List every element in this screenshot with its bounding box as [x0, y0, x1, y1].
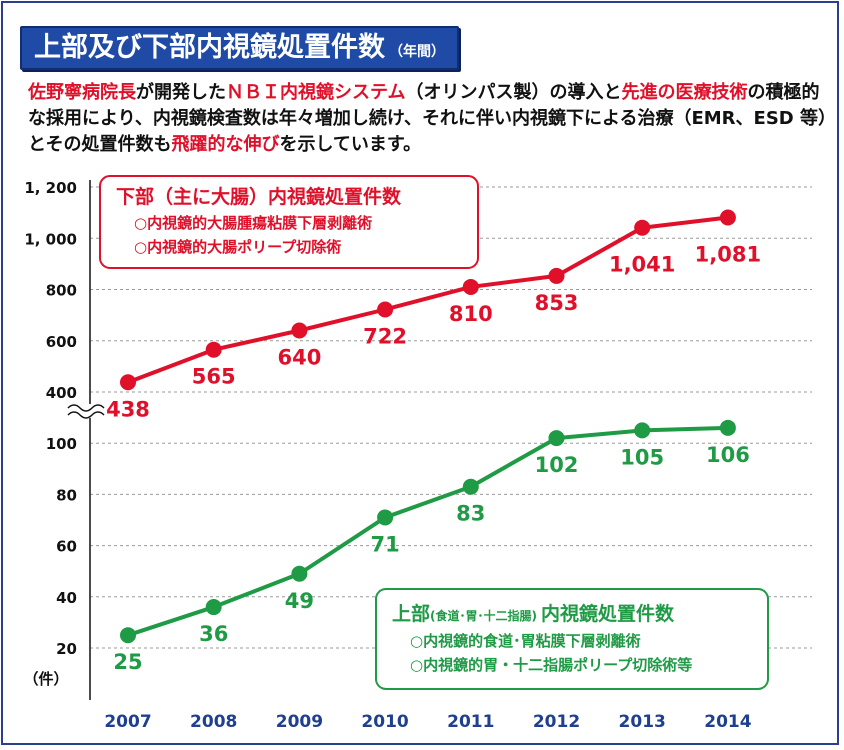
data-point-upper [205, 599, 222, 616]
y-tick-label: 400 [46, 384, 77, 402]
data-point-lower [120, 374, 136, 391]
y-tick-label: 60 [56, 538, 77, 556]
series-layer: 438 565 640 722 810 853 1,041 1,081 25 36 49 71 83 10… [106, 209, 761, 674]
data-label-lower: 438 [106, 397, 150, 421]
y-tick-label: 1, 000 [24, 230, 77, 248]
y-tick-label: 100 [46, 435, 77, 453]
intro-segment: （オリンパス製）の導入と [405, 82, 622, 103]
intro-segment: の積極的な採用により、内視鏡検査数は年々増加し続け、それに伴い内視鏡下による治療… [28, 82, 828, 155]
data-point-upper [120, 627, 136, 644]
legend-upper-title-note: (食道･胃･十二指腸) [430, 608, 537, 623]
data-label-lower: 722 [363, 324, 407, 348]
legend-upper-item: ○内視鏡的胃・十二指腸ポリープ切除術等 [410, 656, 692, 674]
data-point-lower [291, 322, 308, 339]
data-label-upper: 106 [706, 443, 750, 467]
x-tick-label: 2012 [533, 712, 580, 732]
legend-lower-box [99, 175, 479, 269]
data-label-lower: 810 [449, 302, 493, 326]
axis-break-mark [67, 411, 105, 419]
legend-upper-title: 上部(食道･胃･十二指腸) 内視鏡処置件数 [392, 602, 675, 625]
data-point-lower [548, 267, 565, 284]
data-label-upper: 36 [199, 622, 228, 646]
data-label-upper: 105 [620, 445, 664, 469]
y-tick-label: 80 [56, 486, 77, 504]
data-label-upper: 25 [113, 650, 142, 674]
data-point-upper [462, 478, 479, 495]
legend-upper-item: ○内視鏡的食道･胃粘膜下層剥離術 [410, 632, 641, 650]
intro-segment: ＮＢＩ内視鏡システム [226, 82, 406, 103]
legend-upper-title-tail: 内視鏡処置件数 [541, 602, 675, 625]
data-point-upper [291, 565, 308, 582]
intro-segment: 先進の医療技術 [621, 82, 748, 103]
legend-upper-title-main: 上部 [392, 602, 430, 625]
y-tick-label: 1, 200 [24, 179, 77, 197]
data-point-lower [462, 278, 479, 295]
y-tick-label: 600 [46, 333, 77, 351]
series-line-upper [127, 425, 728, 638]
intro-segment: 佐野寧病院長 [28, 82, 136, 103]
data-label-lower: 1,041 [609, 253, 675, 277]
y-tick-label: 40 [56, 589, 77, 607]
x-tick-label: 2011 [447, 712, 494, 732]
data-label-lower: 565 [192, 365, 236, 389]
x-tick-label: 2014 [704, 712, 751, 732]
data-label-upper: 83 [456, 502, 485, 526]
data-point-upper [719, 419, 736, 436]
data-label-lower: 853 [535, 291, 579, 315]
chart-title: 上部及び下部内視鏡処置件数 [34, 32, 385, 63]
chart-title-suffix: （年間） [389, 44, 445, 60]
data-point-lower [377, 301, 394, 318]
y-tick-label: 800 [46, 282, 77, 300]
data-label-lower: 640 [277, 346, 321, 370]
data-point-upper [377, 509, 394, 526]
series-line-lower [127, 215, 729, 385]
y-tick-label: 20 [56, 640, 77, 658]
x-tick-label: 2013 [619, 712, 666, 732]
data-label-upper: 49 [285, 589, 314, 613]
x-tick-label: 2007 [104, 712, 151, 732]
x-tick-label: 2008 [190, 712, 237, 732]
data-point-upper [548, 430, 565, 447]
legend-lower-title: 下部（主に大腸）内視鏡処置件数 [116, 185, 402, 208]
axis-break-mark [67, 404, 105, 412]
data-point-upper [634, 422, 651, 439]
intro-segment: を示しています。 [279, 134, 422, 155]
title-banner: 上部及び下部内視鏡処置件数 （年間） [20, 26, 459, 70]
y-axis: 1, 200 1, 000 800 600 400 100 80 60 40 20 （件） [23, 179, 105, 700]
data-point-lower [205, 341, 222, 358]
data-point-lower [719, 209, 736, 226]
legend-lower-item: ○内視鏡的大腸腫瘍粘膜下層剥離術 [134, 214, 372, 232]
data-label-upper: 71 [370, 532, 399, 556]
intro-segment: 飛躍的な伸び [171, 134, 280, 155]
intro-paragraph: 佐野寧病院長が開発したＮＢＩ内視鏡システム（オリンパス製）の導入と先進の医療技術… [28, 80, 828, 158]
y-unit-label: （件） [23, 670, 68, 688]
legend-upper-box [375, 588, 769, 690]
legend-lower-item: ○内視鏡的大腸ポリープ切除術 [134, 238, 341, 256]
data-label-upper: 102 [535, 453, 579, 477]
x-tick-label: 2009 [276, 712, 323, 732]
x-axis-labels: 2007 2008 2009 2010 2011 2012 2013 2014 [104, 712, 751, 732]
x-tick-label: 2010 [361, 712, 408, 732]
data-label-lower: 1,081 [695, 242, 761, 266]
data-point-lower [634, 219, 651, 236]
intro-segment: が開発した [136, 82, 226, 103]
